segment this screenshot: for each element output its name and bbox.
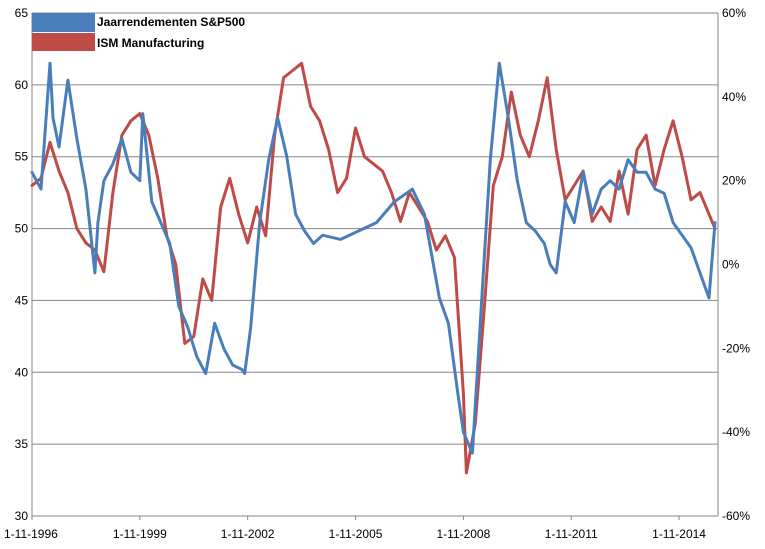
y-left-tick-label: 50 bbox=[15, 222, 29, 236]
y-left-tick-label: 45 bbox=[15, 293, 29, 307]
legend-swatch-sp500 bbox=[32, 13, 95, 32]
y-left-tick-label: 65 bbox=[15, 6, 29, 20]
y-left-tick-label: 60 bbox=[15, 78, 29, 92]
x-tick-label: 1-11-1999 bbox=[113, 527, 167, 541]
legend-label-ism: ISM Manufacturing bbox=[97, 36, 204, 50]
x-tick-label: 1-11-2014 bbox=[652, 527, 706, 541]
y-right-tick-label: -60% bbox=[722, 509, 750, 523]
legend: Jaarrendementen S&P500 ISM Manufacturing bbox=[32, 13, 245, 51]
series-line-ism bbox=[30, 61, 717, 475]
legend-label-sp500: Jaarrendementen S&P500 bbox=[97, 15, 245, 29]
y-left-tick-label: 30 bbox=[15, 509, 29, 523]
x-tick-label: 1-11-2002 bbox=[221, 527, 275, 541]
y-right-tick-label: -40% bbox=[722, 425, 750, 439]
y-left-tick-label: 35 bbox=[15, 437, 29, 451]
y-left-tick-label: 40 bbox=[15, 365, 29, 379]
y-right-tick-label: 20% bbox=[722, 174, 746, 188]
series-line-sp500 bbox=[30, 61, 717, 455]
x-tick-label: 1-11-2005 bbox=[329, 527, 383, 541]
y-right-tick-label: 60% bbox=[722, 6, 746, 20]
y-right-tick-label: 40% bbox=[722, 90, 746, 104]
gridlines bbox=[32, 12, 718, 517]
legend-swatch-ism bbox=[32, 33, 95, 51]
y-left-tick-label: 55 bbox=[15, 150, 29, 164]
y-right-tick-label: 0% bbox=[722, 258, 740, 272]
series-lines bbox=[30, 61, 717, 475]
x-tick-label: 1-11-1996 bbox=[4, 527, 58, 541]
x-tick-label: 1-11-2008 bbox=[436, 527, 490, 541]
axes: 30 35 40 45 50 55 60 65 -60% -40% -20% 0% 20% 40% 60% 1… bbox=[4, 6, 750, 541]
y-right-tick-label: -20% bbox=[722, 341, 750, 355]
x-tick-label: 1-11-2011 bbox=[545, 527, 598, 541]
